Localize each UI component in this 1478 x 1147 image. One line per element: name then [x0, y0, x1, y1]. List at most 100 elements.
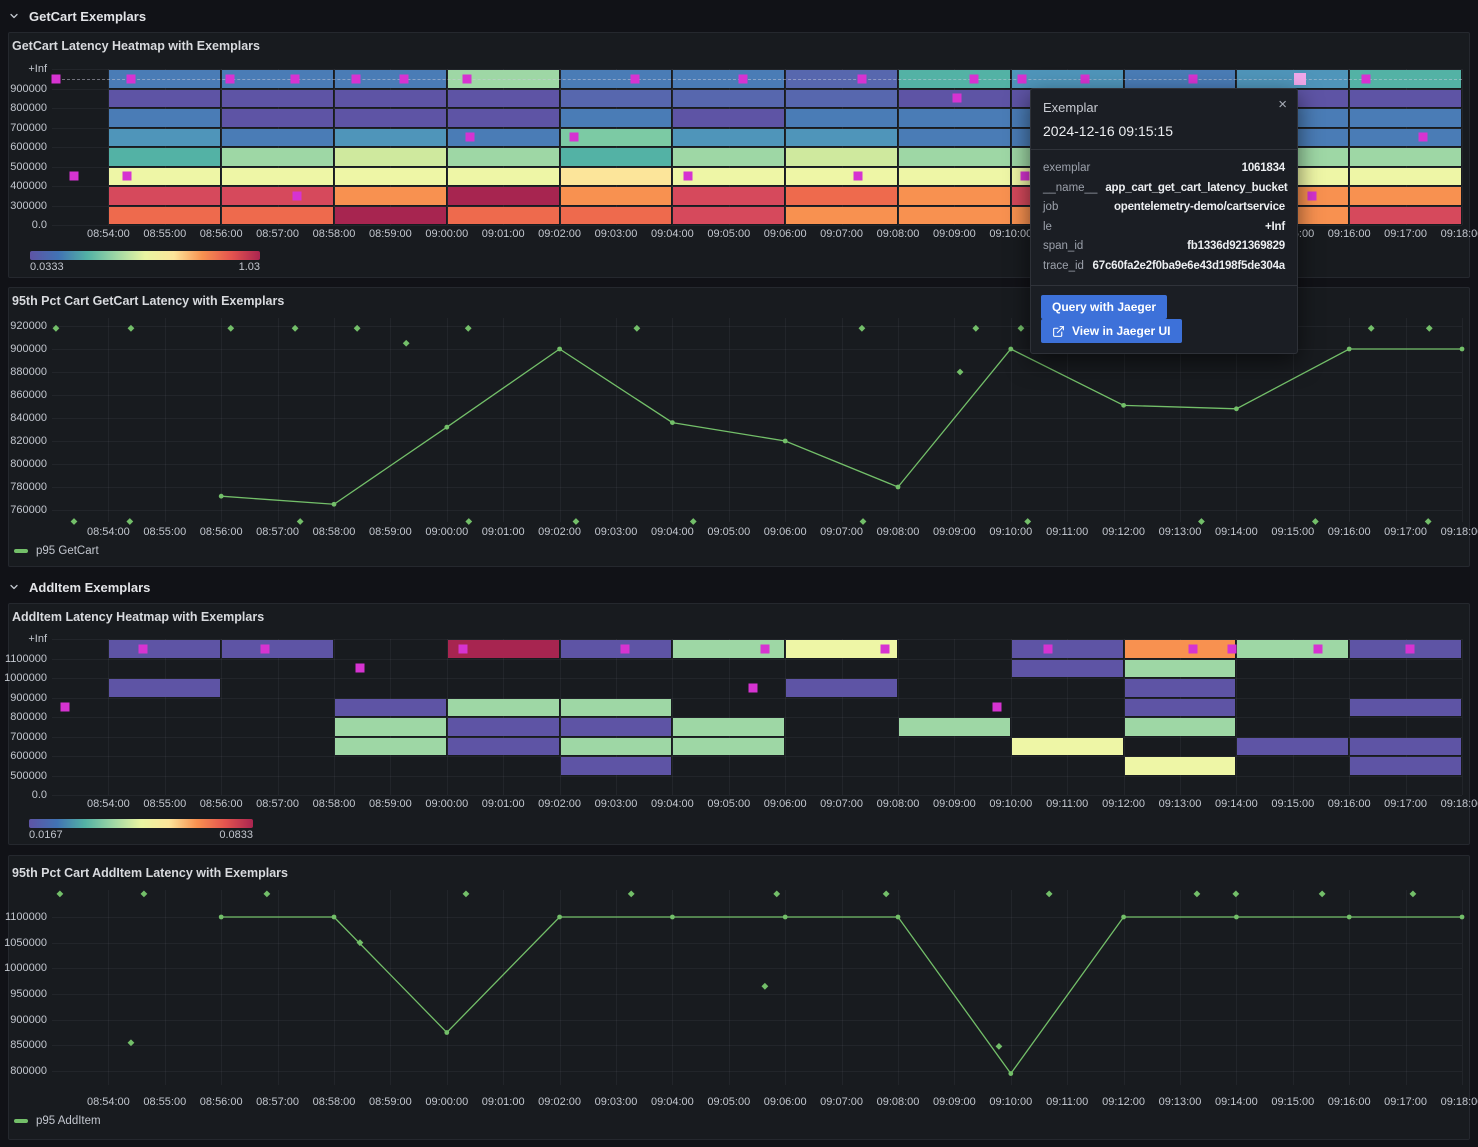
heatmap-cell[interactable]: [335, 167, 446, 185]
heatmap-cell[interactable]: [673, 640, 785, 658]
exemplar-diamond[interactable]: [127, 1039, 135, 1047]
heatmap-cell[interactable]: [560, 640, 672, 658]
exemplar-diamond[interactable]: [1017, 324, 1025, 332]
exemplar-marker[interactable]: [355, 663, 365, 673]
heatmap-cell[interactable]: [560, 737, 672, 755]
exemplar-marker[interactable]: [760, 644, 770, 654]
heatmap-cell[interactable]: [1350, 109, 1461, 127]
exemplar-marker[interactable]: [69, 171, 79, 181]
exemplar-marker[interactable]: [126, 74, 136, 84]
exemplar-marker[interactable]: [465, 132, 475, 142]
exemplar-marker-selected[interactable]: [1294, 72, 1307, 85]
heatmap-cell[interactable]: [335, 206, 446, 224]
heatmap-cell[interactable]: [673, 206, 785, 224]
heatmap-cell[interactable]: [1350, 737, 1461, 755]
exemplar-marker[interactable]: [292, 191, 302, 201]
heatmap-cell[interactable]: [899, 718, 1010, 736]
row-header-additem-exemplars[interactable]: AddItem Exemplars: [8, 577, 150, 597]
exemplar-marker[interactable]: [138, 644, 148, 654]
heatmap-cell[interactable]: [1124, 698, 1236, 716]
exemplar-marker[interactable]: [458, 644, 468, 654]
heatmap-cell[interactable]: [899, 206, 1010, 224]
exemplar-diamond[interactable]: [356, 939, 364, 947]
heatmap-cell[interactable]: [786, 148, 897, 166]
heatmap-cell[interactable]: [447, 148, 559, 166]
heatmap-cell[interactable]: [1124, 718, 1236, 736]
heatmap-cell[interactable]: [560, 757, 672, 775]
exemplar-diamond[interactable]: [52, 324, 60, 332]
heatmap-cell[interactable]: [222, 167, 333, 185]
heatmap-cell[interactable]: [447, 167, 559, 185]
exemplar-diamond[interactable]: [353, 324, 361, 332]
heatmap-cell[interactable]: [1350, 640, 1461, 658]
exemplar-diamond[interactable]: [761, 982, 769, 990]
exemplar-diamond[interactable]: [464, 324, 472, 332]
heatmap-cell[interactable]: [109, 167, 221, 185]
exemplar-diamond[interactable]: [1024, 518, 1032, 525]
heatmap-cell[interactable]: [1237, 737, 1349, 755]
heatmap-cell[interactable]: [1124, 640, 1236, 658]
exemplar-diamond[interactable]: [995, 1042, 1003, 1050]
exemplar-marker[interactable]: [462, 74, 472, 84]
row-header-getcart-exemplars[interactable]: GetCart Exemplars: [8, 6, 146, 26]
heatmap-cell[interactable]: [109, 148, 221, 166]
heatmap-cell[interactable]: [673, 148, 785, 166]
heatmap-cell[interactable]: [786, 187, 897, 205]
heatmap-cell[interactable]: [109, 679, 221, 697]
heatmap-cell[interactable]: [335, 737, 446, 755]
heatmap-cell[interactable]: [335, 718, 446, 736]
heatmap-cell[interactable]: [1350, 128, 1461, 146]
heatmap-cell[interactable]: [560, 187, 672, 205]
exemplar-marker[interactable]: [1405, 644, 1415, 654]
heatmap-cell[interactable]: [1350, 206, 1461, 224]
exemplar-diamond[interactable]: [956, 368, 964, 376]
exemplar-marker[interactable]: [1188, 74, 1198, 84]
heatmap-cell[interactable]: [447, 718, 559, 736]
heatmap-cell[interactable]: [786, 167, 897, 185]
exemplar-diamond[interactable]: [1311, 518, 1319, 525]
exemplar-diamond[interactable]: [465, 518, 473, 525]
heatmap-cell[interactable]: [1350, 167, 1461, 185]
exemplar-marker[interactable]: [569, 132, 579, 142]
heatmap-cell[interactable]: [1124, 757, 1236, 775]
exemplar-marker[interactable]: [60, 702, 70, 712]
exemplar-marker[interactable]: [1227, 644, 1237, 654]
exemplar-marker[interactable]: [290, 74, 300, 84]
heatmap-cell[interactable]: [1011, 640, 1123, 658]
heatmap-cell[interactable]: [673, 128, 785, 146]
exemplar-marker[interactable]: [1020, 171, 1030, 181]
heatmap-cell[interactable]: [786, 206, 897, 224]
heatmap-cell[interactable]: [786, 128, 897, 146]
heatmap-cell[interactable]: [560, 206, 672, 224]
heatmap-cell[interactable]: [1124, 659, 1236, 677]
exemplar-diamond[interactable]: [70, 518, 78, 525]
exemplar-diamond[interactable]: [859, 518, 867, 525]
exemplar-diamond[interactable]: [773, 890, 781, 898]
exemplar-marker[interactable]: [992, 702, 1002, 712]
exemplar-diamond[interactable]: [140, 890, 148, 898]
close-icon[interactable]: ×: [1278, 96, 1287, 113]
heatmap-cell[interactable]: [899, 187, 1010, 205]
exemplar-marker[interactable]: [738, 74, 748, 84]
heatmap-cell[interactable]: [109, 640, 221, 658]
exemplar-marker[interactable]: [969, 74, 979, 84]
heatmap-cell[interactable]: [1011, 659, 1123, 677]
legend-item-p95-additem[interactable]: p95 AddItem: [14, 1115, 101, 1127]
exemplar-diamond[interactable]: [1367, 324, 1375, 332]
heatmap-cell[interactable]: [222, 187, 333, 205]
heatmap-cell[interactable]: [899, 167, 1010, 185]
exemplar-marker[interactable]: [122, 171, 132, 181]
exemplar-diamond[interactable]: [1045, 890, 1053, 898]
heatmap-cell[interactable]: [447, 128, 559, 146]
exemplar-diamond[interactable]: [1409, 890, 1417, 898]
exemplar-marker[interactable]: [51, 74, 61, 84]
exemplar-marker[interactable]: [952, 93, 962, 103]
heatmap-cell[interactable]: [109, 187, 221, 205]
exemplar-diamond[interactable]: [296, 518, 304, 525]
exemplar-marker[interactable]: [1188, 644, 1198, 654]
exemplar-marker[interactable]: [620, 644, 630, 654]
heatmap-cell[interactable]: [222, 206, 333, 224]
exemplar-diamond[interactable]: [1198, 518, 1205, 525]
exemplar-marker[interactable]: [1361, 74, 1371, 84]
exemplar-diamond[interactable]: [1193, 890, 1201, 898]
